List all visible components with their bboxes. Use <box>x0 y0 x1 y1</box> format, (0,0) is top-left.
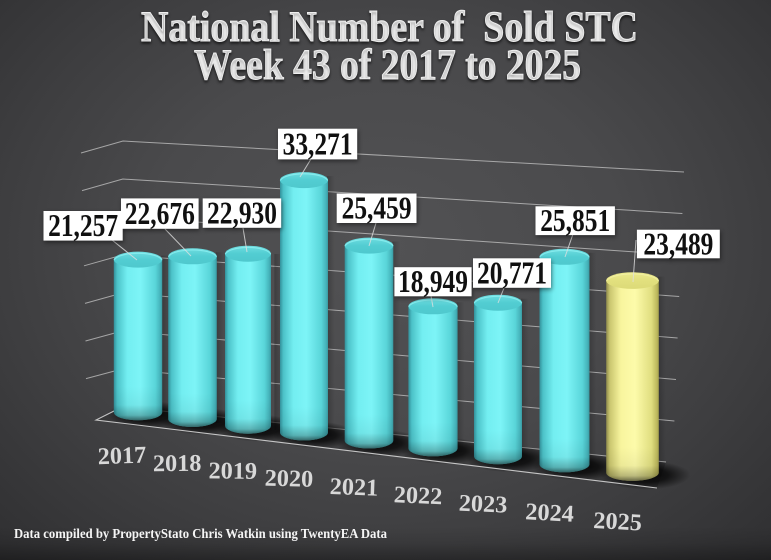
svg-text:25,459: 25,459 <box>342 191 412 226</box>
svg-text:22,676: 22,676 <box>125 196 195 231</box>
svg-text:2017: 2017 <box>97 443 146 471</box>
svg-text:33,271: 33,271 <box>283 126 353 161</box>
svg-text:National Number of Sold STC: National Number of Sold STC <box>141 4 638 51</box>
svg-text:2020: 2020 <box>264 466 313 493</box>
svg-text:Data compiled by PropertyStato: Data compiled by PropertyStato Chris Wat… <box>14 527 387 542</box>
svg-text:2021: 2021 <box>329 474 378 502</box>
svg-text:2022: 2022 <box>393 482 443 510</box>
svg-text:2018: 2018 <box>153 451 202 477</box>
svg-text:Week 43 of 2017 to 2025: Week 43 of 2017 to 2025 <box>194 42 581 89</box>
svg-text:21,257: 21,257 <box>48 208 118 243</box>
svg-text:2023: 2023 <box>458 491 508 519</box>
svg-text:2019: 2019 <box>208 458 257 484</box>
svg-text:20,771: 20,771 <box>477 255 547 290</box>
svg-text:2024: 2024 <box>525 499 575 528</box>
svg-text:23,489: 23,489 <box>643 226 713 261</box>
svg-text:25,851: 25,851 <box>540 203 610 238</box>
svg-text:22,930: 22,930 <box>207 195 277 230</box>
svg-text:18,949: 18,949 <box>398 264 468 299</box>
svg-text:2025: 2025 <box>593 508 643 537</box>
